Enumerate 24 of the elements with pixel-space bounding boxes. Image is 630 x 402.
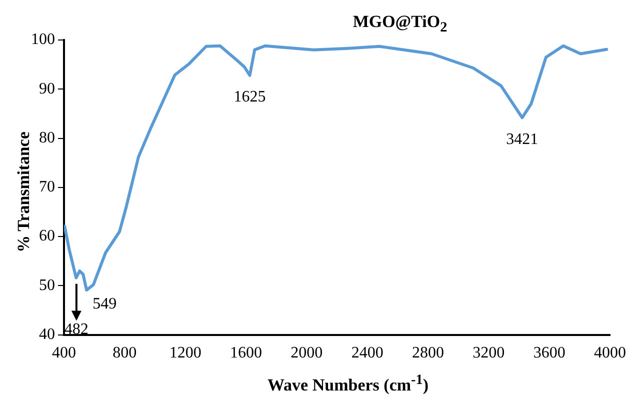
chart-title: MGO@TiO$_{2}$ bbox=[352, 12, 448, 36]
x-tick-label: 1200 bbox=[169, 344, 202, 362]
y-tick-label: 90 bbox=[39, 80, 55, 98]
y-tick-label: 80 bbox=[39, 129, 55, 146]
x-tick-label: 4000 bbox=[594, 344, 626, 362]
x-tick-label: 2400 bbox=[351, 344, 384, 362]
x-tick-label: 400 bbox=[52, 344, 76, 362]
annotation: 482 bbox=[64, 321, 88, 338]
y-tick-label: 60 bbox=[39, 228, 55, 245]
x-tick-label: 3600 bbox=[533, 344, 566, 362]
annotation: 549 bbox=[92, 295, 117, 312]
y-tick-label: 70 bbox=[39, 178, 55, 196]
x-axis-title: Wave Numbers (cm$^{-1}$) bbox=[268, 372, 428, 396]
y-tick-label: 50 bbox=[39, 276, 55, 294]
x-tick-label: 800 bbox=[112, 344, 137, 362]
x-tick-label: 2000 bbox=[290, 344, 323, 362]
x-tick-label: 3200 bbox=[472, 344, 505, 362]
y-tick-label: 100 bbox=[31, 31, 55, 48]
annotation: 3421 bbox=[506, 130, 538, 148]
y-tick-label: 40 bbox=[39, 326, 55, 344]
annotation: 1625 bbox=[234, 88, 266, 106]
y-axis-title: % Transmitance bbox=[14, 132, 34, 252]
x-tick-label: 1600 bbox=[230, 344, 262, 362]
x-tick-label: 2800 bbox=[412, 344, 444, 362]
